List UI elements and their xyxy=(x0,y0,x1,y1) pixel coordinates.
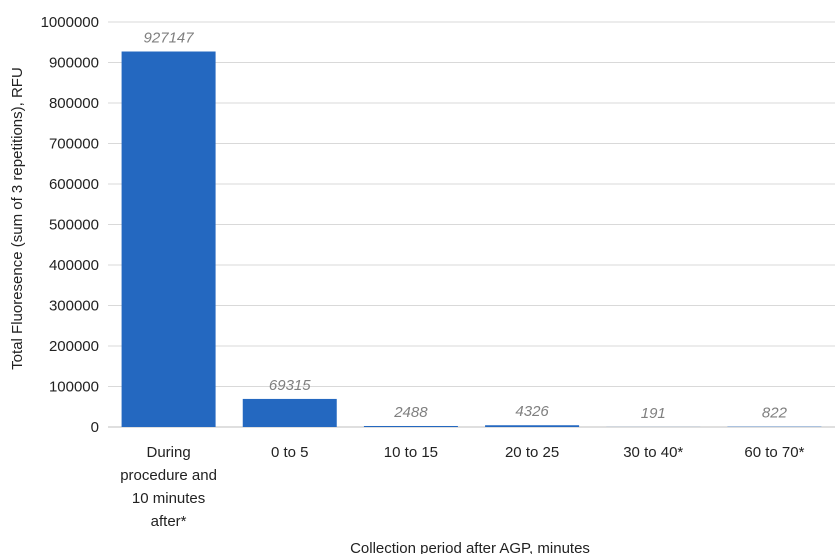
y-axis-title: Total Fluoresence (sum of 3 repetitions)… xyxy=(9,67,26,370)
y-tick-label: 200000 xyxy=(49,338,99,355)
x-category-label: 20 to 25 xyxy=(505,444,559,461)
x-category-label: 30 to 40* xyxy=(623,444,683,461)
data-label: 822 xyxy=(762,405,788,422)
bar xyxy=(122,52,216,427)
gridlines xyxy=(108,22,835,427)
data-label: 4326 xyxy=(515,403,549,420)
x-category-label: 60 to 70* xyxy=(744,444,804,461)
x-category-label: 10 to 15 xyxy=(384,444,438,461)
x-axis-title: Collection period after AGP, minutes xyxy=(350,540,590,554)
y-tick-label: 400000 xyxy=(49,257,99,274)
bar xyxy=(485,425,579,427)
data-labels: 927147 69315 2488 4326 191 822 xyxy=(144,30,788,422)
y-tick-label: 900000 xyxy=(49,55,99,72)
y-axis-ticks: 0 100000 200000 300000 400000 500000 600000 700… xyxy=(41,14,99,436)
y-tick-label: 800000 xyxy=(49,95,99,112)
data-label: 191 xyxy=(641,405,666,422)
bars xyxy=(122,52,822,427)
y-tick-label: 100000 xyxy=(49,379,99,396)
y-tick-label: 300000 xyxy=(49,298,99,315)
y-tick-label: 600000 xyxy=(49,176,99,193)
y-tick-label: 700000 xyxy=(49,136,99,153)
bar xyxy=(364,426,458,427)
data-label: 69315 xyxy=(269,377,311,394)
data-label: 927147 xyxy=(144,30,195,47)
y-tick-label: 500000 xyxy=(49,217,99,234)
data-label: 2488 xyxy=(393,404,428,421)
x-category-label: 0 to 5 xyxy=(271,444,309,461)
y-tick-label: 0 xyxy=(91,419,99,436)
bar xyxy=(243,399,337,427)
y-tick-label: 1000000 xyxy=(41,14,99,31)
